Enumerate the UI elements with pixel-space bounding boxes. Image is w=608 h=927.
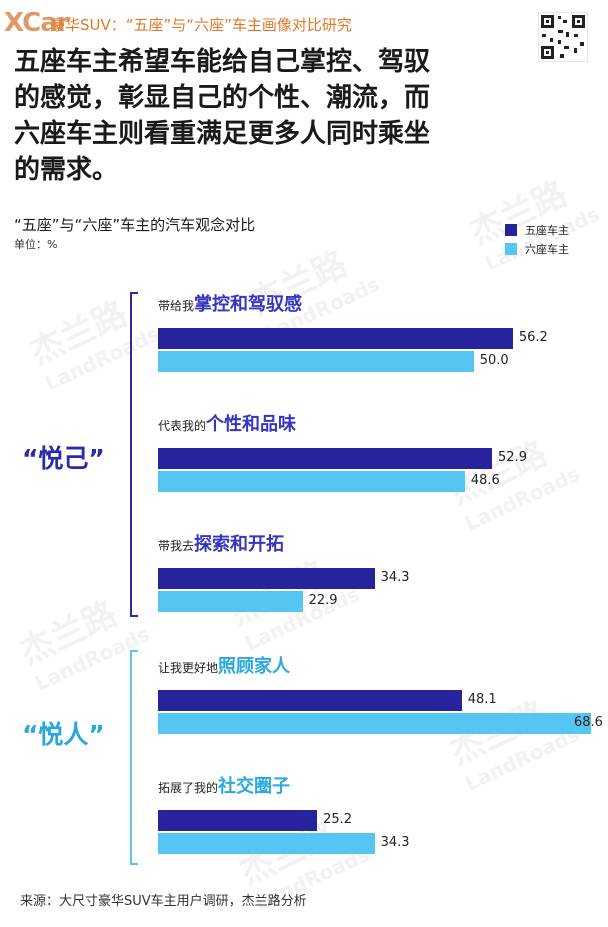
source-note: 来源：大尺寸豪华SUV车主用户调研，杰兰路分析 [20,894,307,909]
category-label: 拓展了我的社交圈子 [158,772,290,798]
data-label: 48.1 [467,692,497,707]
data-label: 68.6 [574,715,603,730]
bar-six-seat [158,833,375,854]
bar-six-seat [158,471,465,492]
category-prefix: 代表我的 [158,419,207,433]
bar-five-seat [158,568,375,589]
bar-five-seat [158,690,462,711]
data-label: 52.9 [498,450,527,465]
legend-item-five-seat: 五座车主 [505,220,569,239]
category-prefix: 拓展了我的 [158,781,219,795]
bar-six-seat [158,351,474,372]
legend-swatch [505,242,517,255]
category-label: 带我去探索和开拓 [158,530,284,556]
group-label-others: “悦人” [22,720,105,749]
category-label: 让我更好地照顾家人 [158,652,290,678]
report-title: 豪华SUV：“五座”与“六座”车主画像对比研究 [50,16,352,34]
qr-code-icon [538,12,588,62]
legend-item-six-seat: 六座车主 [505,239,569,258]
legend-label: 五座车主 [525,223,569,237]
data-label: 25.2 [323,812,353,827]
chart-unit: 单位：% [14,238,58,251]
data-label: 50.0 [479,353,509,368]
group-bracket-others [130,650,140,865]
data-label: 22.9 [308,593,338,608]
bar-six-seat [158,713,592,734]
legend-label: 六座车主 [525,242,569,256]
category-highlight: 社交圈子 [218,776,291,797]
category-highlight: 探索和开拓 [194,534,285,555]
bar-five-seat [158,448,493,469]
group-bracket-self [130,292,140,617]
headline: 五座车主希望车能给自己掌控、驾驭 的感觉，彰显自己的个性、潮流，而 六座车主则看… [14,47,431,185]
group-label-self: “悦己” [22,444,105,473]
category-highlight: 掌控和驾驭感 [194,294,303,315]
bar-six-seat [158,591,303,612]
data-label: 48.6 [470,473,500,488]
category-highlight: 照顾家人 [218,656,291,677]
category-highlight: 个性和品味 [206,414,297,435]
chart-title: “五座”与“六座”车主的汽车观念对比 [14,216,256,234]
xcar-logo: XCar [4,8,70,38]
category-label: 代表我的个性和品味 [158,410,296,436]
bar-five-seat [158,328,513,349]
category-prefix: 带我去 [158,539,195,553]
category-prefix: 让我更好地 [158,661,219,675]
chart-legend: 五座车主 六座车主 [505,220,569,258]
data-label: 56.2 [518,330,548,345]
data-label: 34.3 [380,835,410,850]
data-label: 34.3 [380,570,410,585]
category-prefix: 带给我 [158,299,195,313]
bar-five-seat [158,810,318,831]
category-label: 带给我掌控和驾驭感 [158,290,302,316]
legend-swatch [505,223,517,236]
